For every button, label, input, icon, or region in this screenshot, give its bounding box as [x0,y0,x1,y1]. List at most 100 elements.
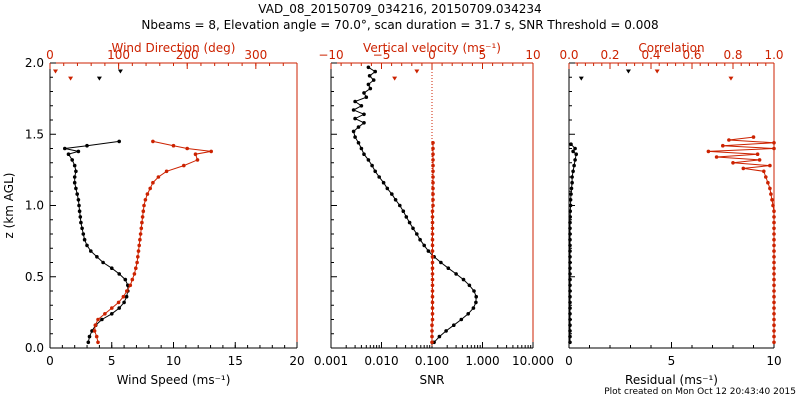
vertical-data-point [431,146,435,151]
vertical-data-point [430,272,435,276]
top-tick-label: 10 [525,48,540,62]
wind-data-point [89,249,93,253]
wind-data-point [82,237,87,242]
vertical-data-point [359,146,364,151]
wind-data-point [78,215,83,219]
top-tick-label: 0.4 [641,48,660,62]
correlation-data-point [574,152,578,156]
wind-data-point [87,334,92,339]
correlation-data-point [766,180,770,185]
correlation-data-point [568,289,572,293]
vertical-data-point [356,141,361,145]
correlation-data-point [772,249,776,253]
wind-data-point [74,169,78,174]
vertical-data-point [466,312,471,316]
x-tick-label: 5 [668,354,676,368]
vertical-data-point [351,129,356,134]
vertical-data-point [385,186,390,191]
correlation-bottom-axis-label: Residual (ms⁻¹) [625,373,718,387]
vertical-data-point [390,192,394,196]
correlation-data-point [772,306,776,310]
vertical-top-axis-label: Vertical velocity (ms⁻¹) [363,41,501,55]
wind-data-point [103,312,107,316]
vertical-data-point [373,69,378,74]
vertical-data-point [471,306,476,310]
correlation-data-point [772,272,776,276]
wind-data-point [72,163,77,168]
vertical-data-point [392,76,398,81]
vertical-data-point [439,260,443,265]
correlation-data-point [770,198,774,202]
wind-data-point [110,312,114,316]
top-tick-label: 0.0 [559,48,578,62]
correlation-data-point [568,237,572,242]
correlation-data-point [570,180,574,185]
correlation-data-point [721,143,725,148]
vertical-data-point [401,209,406,213]
vertical-data-point [430,340,434,345]
correlation-data-point [568,254,572,259]
wind-data-point [141,209,146,213]
x-tick-label: 0 [46,354,54,368]
x-tick-label: 10.000 [512,354,554,368]
correlation-data-point [568,306,572,310]
wind-data-point [96,340,100,345]
top-tick-label: 200 [176,48,199,62]
correlation-data-point [654,69,660,74]
vertical-data-point [430,232,435,236]
correlation-data-point [573,146,577,151]
wind-data-point [117,306,121,310]
vertical-data-point [430,209,435,213]
correlation-data-point [741,166,746,171]
correlation-data-point [772,237,776,242]
correlation-data-point [568,220,572,225]
vertical-data-point [418,237,422,242]
vertical-data-point [472,289,476,293]
vertical-data-point [422,243,427,248]
correlation-data-point [768,163,772,168]
vertical-data-point [430,277,435,282]
correlation-data-point [706,149,711,154]
wind-data-point [116,300,121,305]
wind-data-point [128,283,133,288]
x-tick-label: 0.010 [364,354,398,368]
vertical-data-point [430,237,435,242]
vertical-data-point [461,277,466,282]
vertical-data-point [431,163,435,168]
wind-data-point [130,277,135,282]
wind-data-point [143,198,148,202]
wind-data-point [182,163,186,168]
x-tick-label: 0.100 [415,354,449,368]
top-tick-label: 0.6 [682,48,701,62]
wind-data-point [151,139,155,144]
y-axis-label: z (km AGL) [2,173,16,239]
correlation-data-point [571,149,575,154]
wind-data-point [93,323,98,328]
x-tick-label: 0 [565,354,573,368]
vertical-data-point [431,169,435,174]
correlation-data-point [727,138,731,142]
vertical-data-point [430,289,435,293]
top-tick-label: 0.2 [600,48,619,62]
x-tick-label: 15 [228,354,243,368]
vertical-data-point [459,317,464,322]
top-tick-label: 0.8 [723,48,742,62]
correlation-data-point [772,260,776,265]
vertical-data-point [362,112,366,117]
correlation-data-point [568,334,572,339]
wind-data-point [80,226,84,231]
correlation-data-point [772,243,776,248]
vertical-data-point [452,323,456,328]
wind-data-point [77,209,82,213]
wind-data-point [72,175,77,179]
vertical-data-point [366,65,371,70]
correlation-top-axis-label: Correlation [638,41,704,55]
correlation-data-point [568,203,573,208]
correlation-data-point [569,192,573,196]
wind-data-point [110,306,114,310]
wind-data-point [136,254,140,259]
wind-data-point [92,329,97,333]
wind-data-point [94,334,99,339]
correlation-data-point [568,340,572,345]
